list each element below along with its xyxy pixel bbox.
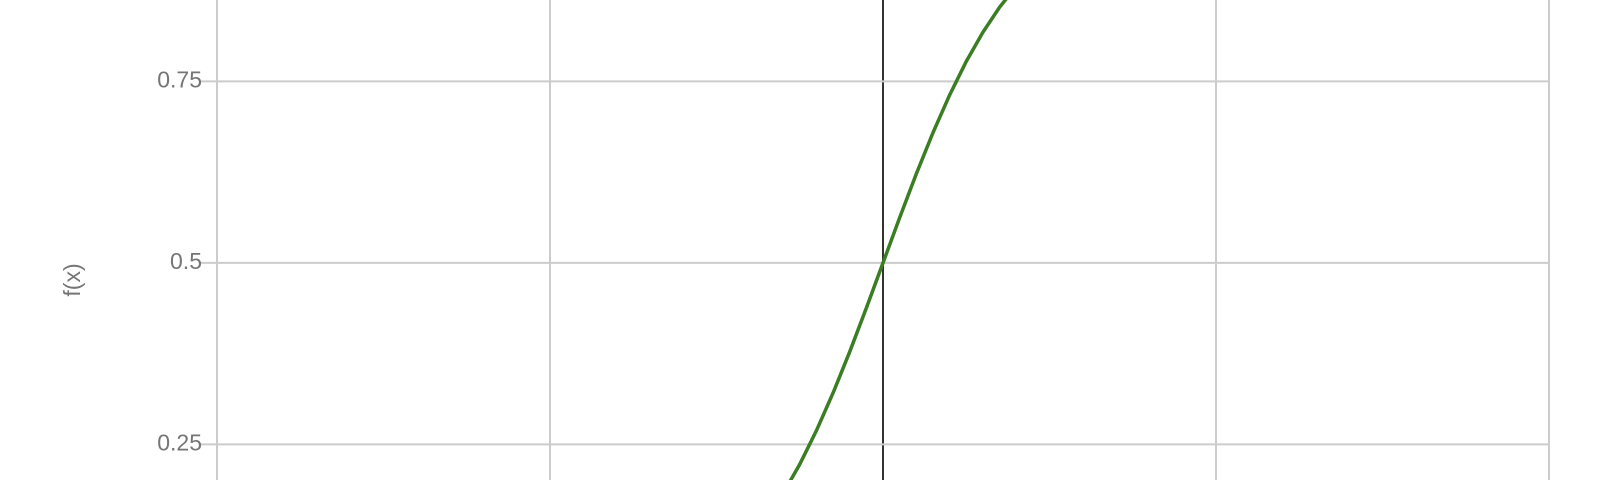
y-tick-label: 0.25 bbox=[157, 429, 202, 455]
line-series bbox=[788, 0, 1008, 480]
y-tick-label: 0.5 bbox=[170, 248, 202, 274]
y-tick-label: 0.75 bbox=[157, 66, 202, 92]
y-axis-label: f(x) bbox=[59, 263, 85, 296]
